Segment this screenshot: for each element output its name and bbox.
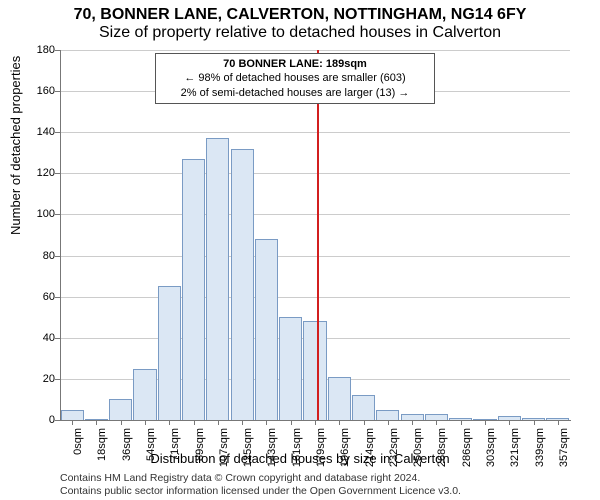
x-tick [388, 420, 389, 425]
y-tick [55, 338, 60, 339]
gridline [60, 173, 570, 174]
histogram-bar [206, 138, 229, 420]
y-tick [55, 91, 60, 92]
footer-line1: Contains HM Land Registry data © Crown c… [60, 472, 580, 485]
y-tick [55, 256, 60, 257]
y-axis-label: Number of detached properties [8, 56, 23, 235]
y-tick [55, 379, 60, 380]
x-tick [242, 420, 243, 425]
x-tick [412, 420, 413, 425]
y-tick-label: 100 [25, 208, 55, 220]
y-tick [55, 50, 60, 51]
callout-title: 70 BONNER LANE: 189sqm [164, 57, 426, 71]
marker-line [317, 50, 319, 420]
footer-line2: Contains public sector information licen… [60, 485, 580, 498]
y-tick [55, 297, 60, 298]
y-tick-label: 20 [25, 373, 55, 385]
y-tick-label: 60 [25, 291, 55, 303]
footer-attribution: Contains HM Land Registry data © Crown c… [60, 472, 580, 498]
x-tick [266, 420, 267, 425]
y-tick-label: 140 [25, 126, 55, 138]
histogram-bar [231, 149, 254, 420]
callout-line2: ← 98% of detached houses are smaller (60… [164, 71, 426, 85]
histogram-bar [182, 159, 205, 420]
y-tick [55, 214, 60, 215]
callout-line3: 2% of semi-detached houses are larger (1… [164, 86, 426, 100]
y-tick-label: 40 [25, 332, 55, 344]
x-tick [72, 420, 73, 425]
x-tick [509, 420, 510, 425]
gridline [60, 214, 570, 215]
x-tick [121, 420, 122, 425]
x-tick [169, 420, 170, 425]
x-tick [436, 420, 437, 425]
x-tick [291, 420, 292, 425]
histogram-bar [109, 399, 132, 420]
chart-title-address: 70, BONNER LANE, CALVERTON, NOTTINGHAM, … [0, 6, 600, 24]
y-tick [55, 173, 60, 174]
plot-region: 0204060801001201401601800sqm18sqm36sqm54… [60, 50, 570, 420]
histogram-bar [279, 317, 302, 420]
y-tick-label: 160 [25, 85, 55, 97]
x-tick [534, 420, 535, 425]
x-tick [461, 420, 462, 425]
histogram-bar [352, 395, 375, 420]
y-tick-label: 120 [25, 167, 55, 179]
histogram-bar [158, 286, 181, 420]
x-tick [558, 420, 559, 425]
histogram-bar [376, 410, 399, 420]
y-tick-label: 180 [25, 44, 55, 56]
x-tick [194, 420, 195, 425]
x-tick [485, 420, 486, 425]
x-tick [364, 420, 365, 425]
gridline [60, 297, 570, 298]
gridline [60, 50, 570, 51]
y-tick-label: 0 [25, 414, 55, 426]
chart-title-description: Size of property relative to detached ho… [0, 24, 600, 42]
gridline [60, 132, 570, 133]
histogram-bar [303, 321, 326, 420]
chart-container: 70, BONNER LANE, CALVERTON, NOTTINGHAM, … [0, 0, 600, 500]
x-tick [339, 420, 340, 425]
histogram-bar [255, 239, 278, 420]
histogram-bar [328, 377, 351, 420]
y-tick-label: 80 [25, 250, 55, 262]
x-axis-label: Distribution of detached houses by size … [0, 451, 600, 466]
histogram-bar [133, 369, 156, 420]
callout-box: 70 BONNER LANE: 189sqm← 98% of detached … [155, 53, 435, 104]
chart-area: 0204060801001201401601800sqm18sqm36sqm54… [60, 50, 570, 420]
x-tick [145, 420, 146, 425]
x-tick [315, 420, 316, 425]
histogram-bar [61, 410, 84, 420]
y-tick [55, 132, 60, 133]
x-tick [218, 420, 219, 425]
gridline [60, 256, 570, 257]
y-tick [55, 420, 60, 421]
x-tick [96, 420, 97, 425]
